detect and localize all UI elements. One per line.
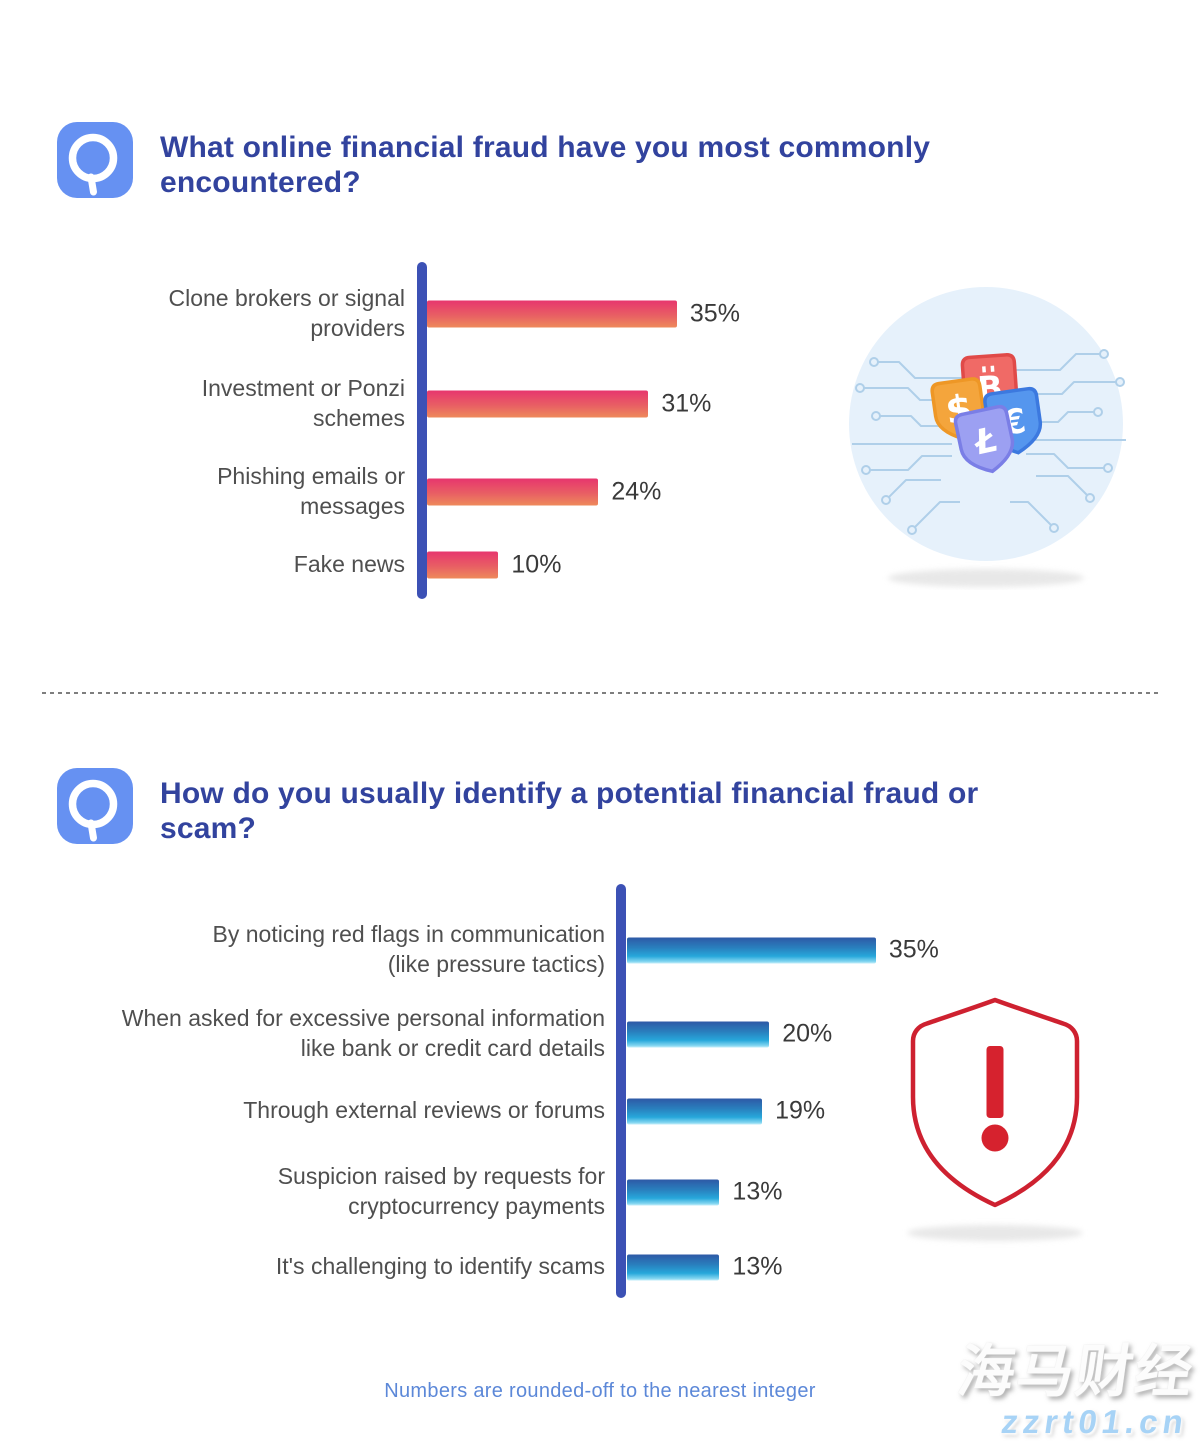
question-icon (57, 122, 133, 198)
bar-line: 13% (627, 1253, 782, 1282)
question-icon (57, 768, 133, 844)
bar-line: 24% (427, 478, 661, 507)
magnifier-q-icon (68, 133, 118, 196)
watermark-brand: 海马财经 (953, 1340, 1199, 1404)
watermark: 海马财经 zzrt01.cn (954, 1340, 1199, 1440)
category-label: Suspicion raised by requests for cryptoc… (277, 1163, 605, 1219)
bar-line: 35% (427, 300, 740, 329)
bar (427, 551, 499, 579)
value-label: 35% (888, 935, 939, 964)
bar-line: 10% (427, 551, 561, 580)
category-label: By noticing red flags in communication (… (212, 921, 605, 977)
category-label: When asked for excessive personal inform… (121, 1005, 605, 1061)
bar (627, 1179, 720, 1205)
bar (427, 390, 649, 418)
bar-line: 13% (627, 1178, 782, 1207)
value-label: 35% (689, 299, 740, 328)
value-label: 10% (511, 550, 562, 579)
value-label: 13% (732, 1252, 783, 1281)
bar-line: 35% (627, 936, 939, 965)
value-label: 24% (611, 477, 662, 506)
bar-line: 31% (427, 390, 711, 419)
exclamation-dot (981, 1124, 1009, 1152)
value-label: 20% (782, 1019, 833, 1048)
currency-shields-illustration: B $ € Ł (846, 284, 1132, 595)
bar (627, 1098, 763, 1124)
bar (627, 937, 876, 963)
bar (627, 1021, 770, 1047)
footnote: Numbers are rounded-off to the nearest i… (384, 1380, 816, 1402)
value-label: 13% (732, 1177, 783, 1206)
dashed-divider (42, 692, 1158, 694)
question-2-title: How do you usually identify a potential … (160, 777, 979, 845)
bar-line: 20% (627, 1020, 832, 1049)
category-label: Fake news (293, 551, 405, 578)
category-label: Investment or Ponzi schemes (201, 375, 405, 431)
value-label: 19% (775, 1096, 826, 1125)
category-label: Clone brokers or signal providers (168, 285, 405, 341)
currency-shields-circuit-icon: B $ € Ł (849, 287, 1126, 587)
bar-line: 19% (627, 1097, 825, 1126)
chart2-axis (616, 884, 626, 1298)
warning-shield-illustration (893, 992, 1097, 1253)
exclamation-bar (986, 1046, 1004, 1118)
question-1-title: What online financial fraud have you mos… (160, 131, 931, 199)
value-label: 31% (661, 389, 712, 418)
chart1-axis (417, 262, 427, 599)
bar (627, 1254, 720, 1280)
warning-shield-icon (907, 997, 1083, 1241)
bar (427, 300, 677, 328)
category-label: It's challenging to identify scams (275, 1253, 605, 1280)
category-label: Phishing emails or messages (217, 463, 405, 519)
category-label: Through external reviews or forums (243, 1097, 605, 1124)
bar (427, 478, 599, 506)
litecoin-shield-icon: Ł (953, 404, 1015, 474)
magnifier-q-icon (68, 779, 118, 842)
watermark-site: zzrt01.cn (999, 1403, 1191, 1440)
